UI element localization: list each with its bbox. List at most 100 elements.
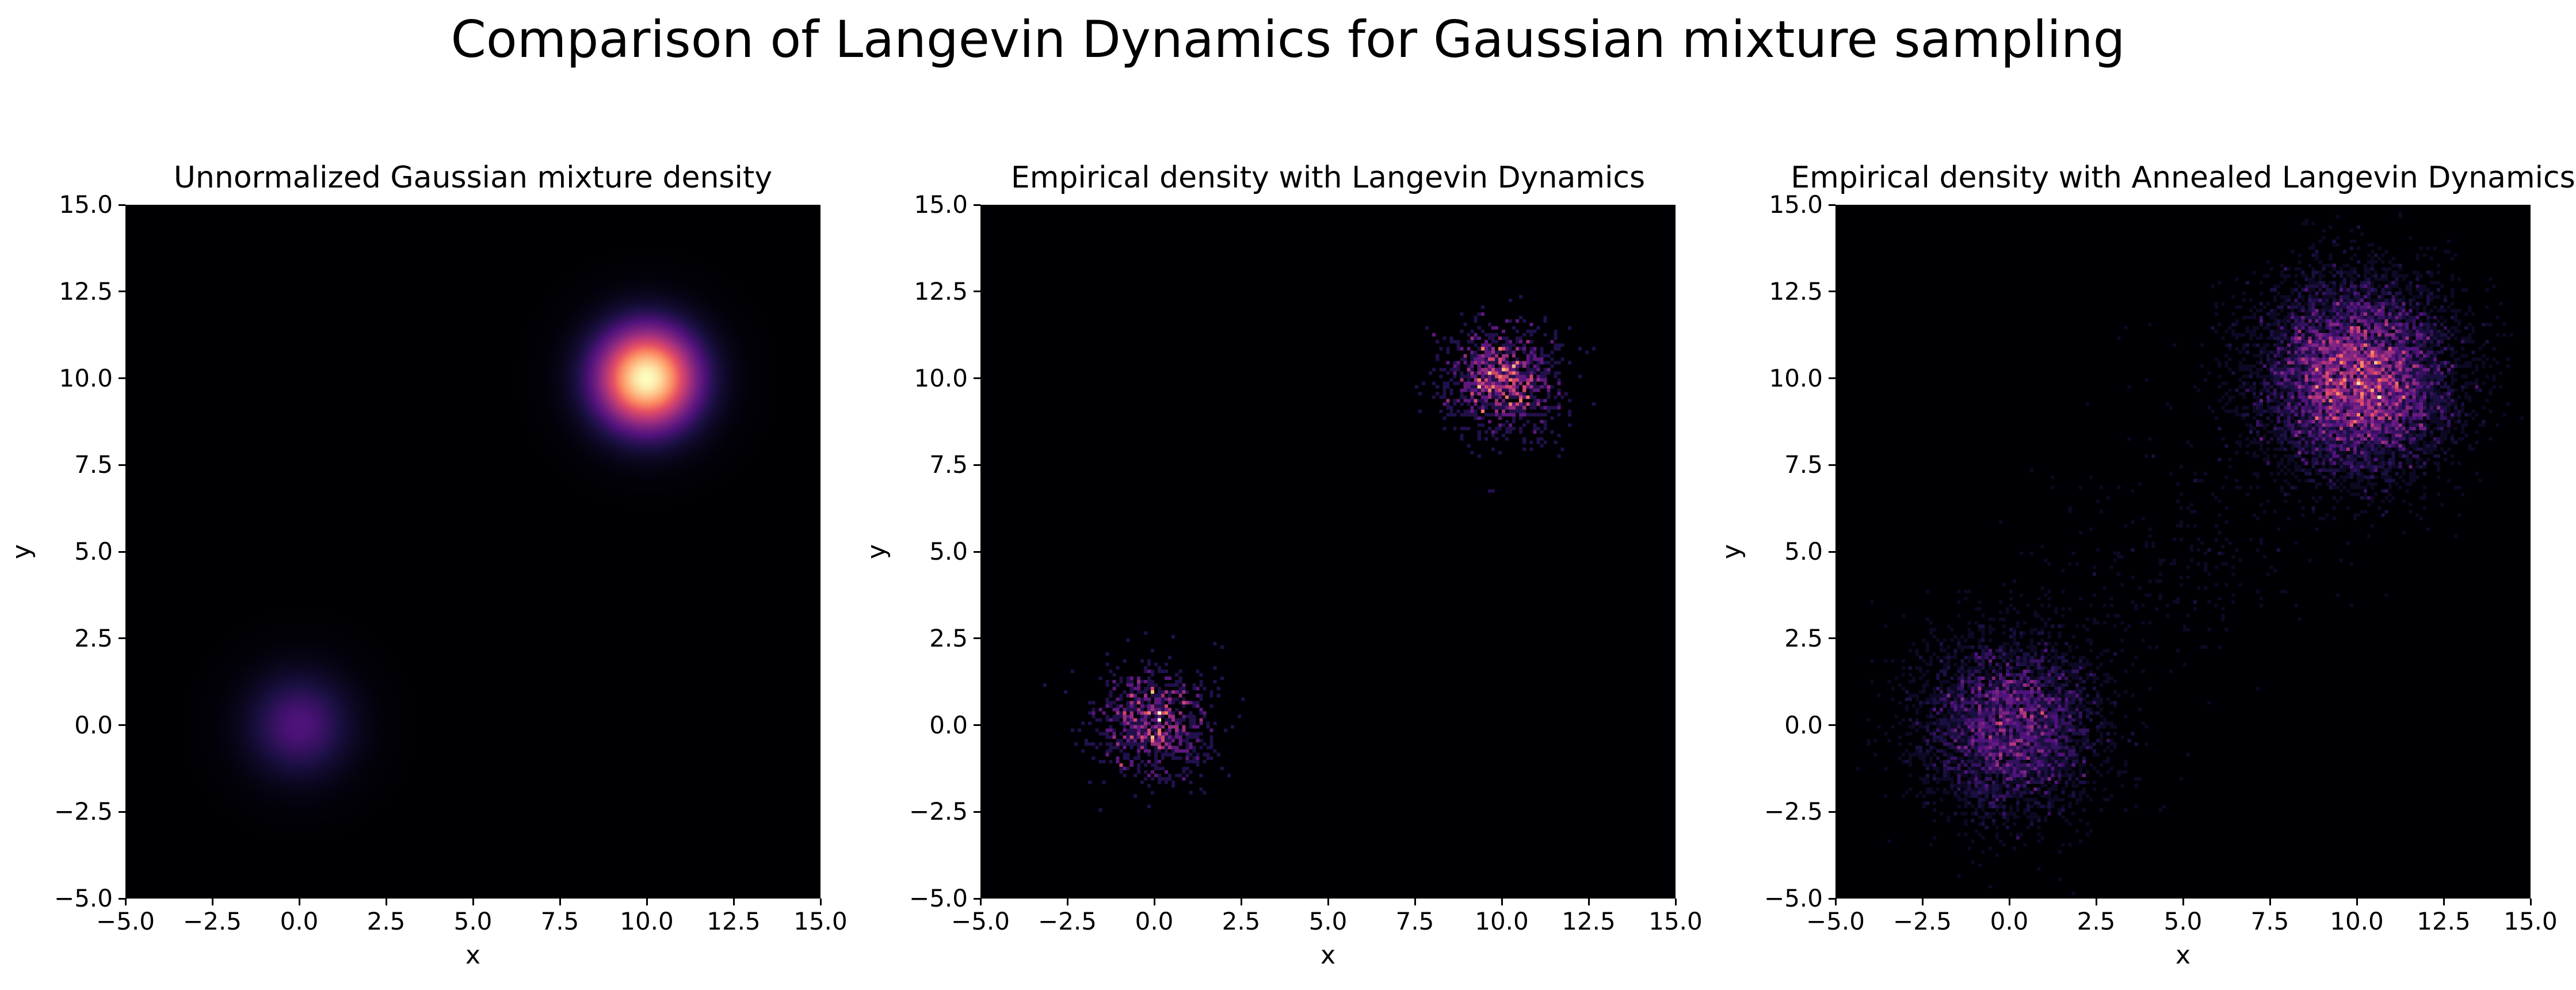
y-tick <box>974 897 980 900</box>
x-tick-label: −2.5 <box>1038 907 1097 935</box>
y-tick-label: −2.5 <box>909 797 968 826</box>
y-tick <box>1829 724 1835 726</box>
y-tick-label: 5.0 <box>929 537 968 565</box>
y-axis-label: y <box>862 544 891 560</box>
x-tick <box>646 899 648 905</box>
x-tick <box>385 899 387 905</box>
y-tick-label: 7.5 <box>929 450 968 479</box>
x-tick <box>1501 899 1503 905</box>
x-tick-label: 15.0 <box>2504 907 2558 935</box>
x-tick <box>1834 899 1837 905</box>
panel-title: Empirical density with Langevin Dynamics <box>1010 160 1646 195</box>
y-tick <box>119 637 125 640</box>
x-tick-label: 0.0 <box>1990 907 2029 935</box>
y-tick <box>119 204 125 206</box>
x-tick <box>1674 899 1677 905</box>
y-tick-label: 12.5 <box>59 277 113 305</box>
y-tick-label: 10.0 <box>914 364 968 392</box>
x-tick-label: 12.5 <box>707 907 761 935</box>
x-tick-label: −5.0 <box>96 907 155 935</box>
x-axis-label: x <box>1320 941 1336 970</box>
y-tick <box>119 724 125 726</box>
x-tick-label: −5.0 <box>1806 907 1865 935</box>
y-tick-label: 10.0 <box>59 364 113 392</box>
x-tick <box>1066 899 1068 905</box>
x-tick-label: 15.0 <box>1648 907 1703 935</box>
x-tick <box>472 899 474 905</box>
x-tick <box>979 899 982 905</box>
y-tick-label: 5.0 <box>1784 537 1823 565</box>
x-tick-label: 12.5 <box>2417 907 2471 935</box>
y-tick-label: 0.0 <box>929 710 968 739</box>
y-tick <box>1829 290 1835 293</box>
x-tick-label: 10.0 <box>620 907 674 935</box>
figure-title: Comparison of Langevin Dynamics for Gaus… <box>451 10 2125 69</box>
x-tick <box>1240 899 1242 905</box>
y-tick-label: 12.5 <box>1769 277 1823 305</box>
y-tick <box>1829 204 1835 206</box>
y-tick <box>119 811 125 813</box>
y-tick-label: 15.0 <box>59 190 113 219</box>
x-tick-label: 5.0 <box>453 907 493 935</box>
y-tick-label: 0.0 <box>74 710 113 739</box>
y-tick <box>119 551 125 553</box>
y-tick-label: 5.0 <box>74 537 113 565</box>
y-tick <box>119 290 125 293</box>
y-axis-label: y <box>1717 544 1746 560</box>
x-tick-label: 5.0 <box>2163 907 2203 935</box>
x-tick-label: 7.5 <box>1395 907 1434 935</box>
x-tick <box>732 899 735 905</box>
x-tick-label: 2.5 <box>367 907 406 935</box>
heatmap-image <box>1835 205 2531 899</box>
y-tick <box>974 290 980 293</box>
x-tick <box>2269 899 2271 905</box>
y-tick <box>974 551 980 553</box>
y-tick-label: 12.5 <box>914 277 968 305</box>
x-tick <box>2529 899 2532 905</box>
y-tick <box>974 204 980 206</box>
heatmap-plot-area <box>125 205 820 899</box>
x-tick-label: −2.5 <box>183 907 242 935</box>
y-tick <box>1829 897 1835 900</box>
y-tick <box>1829 551 1835 553</box>
y-axis-label: y <box>7 544 36 560</box>
x-tick <box>1414 899 1416 905</box>
x-tick <box>1153 899 1155 905</box>
y-tick <box>1829 637 1835 640</box>
x-tick-label: 2.5 <box>2077 907 2116 935</box>
y-tick-label: 7.5 <box>74 450 113 479</box>
x-tick-label: −5.0 <box>951 907 1010 935</box>
x-axis-label: x <box>465 941 481 970</box>
x-tick-label: −2.5 <box>1893 907 1952 935</box>
y-tick <box>1829 377 1835 379</box>
x-axis-label: x <box>2175 941 2191 970</box>
x-tick <box>2008 899 2010 905</box>
y-tick <box>974 377 980 379</box>
heatmap-image <box>125 205 820 899</box>
y-tick-label: 0.0 <box>1784 710 1823 739</box>
x-tick <box>124 899 127 905</box>
x-tick-label: 0.0 <box>1135 907 1174 935</box>
y-tick-label: 2.5 <box>74 624 113 652</box>
y-tick-label: 15.0 <box>914 190 968 219</box>
x-tick <box>1327 899 1329 905</box>
x-tick-label: 10.0 <box>1475 907 1529 935</box>
y-tick-label: 2.5 <box>929 624 968 652</box>
y-tick-label: −5.0 <box>54 884 113 912</box>
x-tick-label: 10.0 <box>2330 907 2384 935</box>
y-tick-label: 15.0 <box>1769 190 1823 219</box>
x-tick <box>1587 899 1590 905</box>
x-tick <box>819 899 822 905</box>
x-tick <box>298 899 300 905</box>
x-tick <box>2356 899 2358 905</box>
y-tick-label: −2.5 <box>1764 797 1823 826</box>
heatmap-plot-area <box>980 205 1676 899</box>
y-tick-label: 7.5 <box>1784 450 1823 479</box>
panel-title: Empirical density with Annealed Langevin… <box>1791 160 2575 195</box>
y-tick <box>974 464 980 466</box>
x-tick-label: 7.5 <box>2250 907 2289 935</box>
y-tick <box>119 377 125 379</box>
y-tick-label: −5.0 <box>909 884 968 912</box>
x-tick <box>2182 899 2184 905</box>
x-tick <box>2443 899 2445 905</box>
